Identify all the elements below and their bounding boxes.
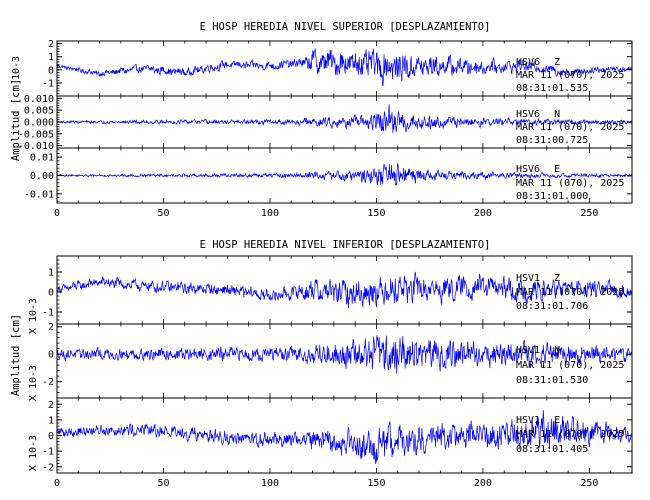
x-tick-label: 250 — [580, 478, 598, 489]
y-tick-label: 1 — [48, 415, 54, 426]
time-label: 08:31:01.706 — [516, 301, 588, 312]
y-tick-label: -1 — [42, 308, 54, 319]
unit-label: X 10-3 — [28, 435, 39, 471]
component-label: Z — [554, 57, 560, 68]
component-label: E — [554, 415, 560, 426]
station-name: HSV1 — [516, 273, 540, 284]
time-label: 08:31:01.530 — [516, 375, 588, 386]
x-tick-label: 50 — [157, 208, 169, 219]
y-axis-label-upper: Amplitud [cm] — [10, 79, 22, 161]
time-label: 08:31:01.000 — [516, 191, 588, 202]
y-tick-label: 2 — [48, 39, 54, 50]
y-tick-label: 0 — [48, 350, 54, 361]
x-tick-label: 200 — [474, 478, 492, 489]
y-tick-label: 2 — [48, 400, 54, 411]
station-label: HSV6 N — [516, 109, 560, 120]
station-name: HSV1 — [516, 345, 540, 356]
trace-panel-hsv1-n: -2 0 2 X 10-3 HSV1 N MAR 11 (070), 2025 08:… — [28, 322, 633, 401]
y-tick-label: 0.005 — [24, 106, 54, 117]
x-tick-label: 100 — [261, 208, 279, 219]
x-tick-label: 0 — [54, 208, 60, 219]
trace-panel-hsv6-z: -1 0 1 2 10-3 HSV6 Z MAR 11 (070), 2025 08:3… — [11, 39, 633, 97]
station-label: HSV1 E — [516, 415, 560, 426]
x-tick-label: 250 — [580, 208, 598, 219]
y-tick-label: 0.00 — [30, 171, 54, 182]
station-label: HSV1 N — [516, 345, 560, 356]
station-name: HSV1 — [516, 415, 540, 426]
x-axis-upper: 0 50 100 150 200 250 — [54, 208, 598, 219]
y-tick-label: 0 — [48, 65, 54, 76]
x-tick-label: 150 — [367, 208, 385, 219]
unit-label: 10-3 — [11, 56, 22, 80]
chart-title-upper: E HOSP HEREDIA NIVEL SUPERIOR [DESPLAZAM… — [200, 21, 491, 33]
unit-label: X 10-3 — [28, 365, 39, 401]
waveform-trace — [57, 335, 632, 374]
y-tick-label: -2 — [42, 377, 54, 388]
waveform-trace — [57, 162, 632, 186]
station-name: HSV6 — [516, 109, 540, 120]
y-tick-label: -0.01 — [24, 189, 54, 200]
y-tick-label: 0.000 — [24, 118, 54, 129]
y-tick-label: 0 — [48, 288, 54, 299]
y-tick-label: -2 — [42, 462, 54, 473]
y-tick-label: 0.01 — [30, 153, 54, 164]
station-label: HSV6 E — [516, 164, 560, 175]
station-name: HSV6 — [516, 164, 540, 175]
y-tick-label: -0.005 — [18, 129, 54, 140]
component-label: N — [554, 345, 560, 356]
date-label: MAR 11 (070), 2025 — [516, 287, 624, 298]
time-label: 08:31:01.405 — [516, 444, 588, 455]
waveform-trace — [57, 48, 632, 87]
waveform-trace — [57, 104, 632, 134]
y-tick-label: -1 — [42, 78, 54, 89]
waveform-trace — [57, 271, 632, 309]
x-axis-lower: 0 50 100 150 200 250 — [54, 478, 598, 489]
component-label: Z — [554, 273, 560, 284]
waveform-trace — [57, 410, 632, 465]
station-label: HSV1 Z — [516, 273, 560, 284]
date-label: MAR 11 (070), 2025 — [516, 429, 624, 440]
y-tick-label: 2 — [48, 322, 54, 333]
time-label: 08:31:01.535 — [516, 83, 588, 94]
date-label: MAR 11 (070), 2025 — [516, 122, 624, 133]
component-label: E — [554, 164, 560, 175]
x-tick-label: 100 — [261, 478, 279, 489]
component-label: N — [554, 109, 560, 120]
time-label: 08:31:00.725 — [516, 135, 588, 146]
y-tick-label: 0 — [48, 431, 54, 442]
trace-panel-hsv1-z: -1 0 1 X 10-3 HSV1 Z MAR 11 (070), 2025 08:… — [28, 255, 633, 334]
y-axis-label-lower: Amplitud [cm] — [10, 314, 22, 396]
y-tick-label: 0.010 — [24, 94, 54, 105]
date-label: MAR 11 (070), 2025 — [516, 360, 624, 371]
trace-panel-hsv6-e: -0.01 0.00 0.01 HSV6 E MAR 11 (070), 2025 0… — [24, 147, 633, 204]
date-label: MAR 11 (070), 2025 — [516, 178, 624, 189]
y-tick-label: -0.010 — [18, 141, 54, 152]
x-tick-label: 150 — [367, 478, 385, 489]
station-label: HSV6 Z — [516, 57, 560, 68]
y-tick-label: 1 — [48, 268, 54, 279]
chart-title-lower: E HOSP HEREDIA NIVEL INFERIOR [DESPLAZAM… — [200, 239, 491, 251]
x-tick-label: 200 — [474, 208, 492, 219]
y-tick-label: 1 — [48, 52, 54, 63]
station-name: HSV6 — [516, 57, 540, 68]
x-tick-label: 50 — [157, 478, 169, 489]
y-tick-label: -1 — [42, 447, 54, 458]
unit-label: X 10-3 — [28, 298, 39, 334]
x-tick-label: 0 — [54, 478, 60, 489]
date-label: MAR 11 (070), 2025 — [516, 70, 624, 81]
